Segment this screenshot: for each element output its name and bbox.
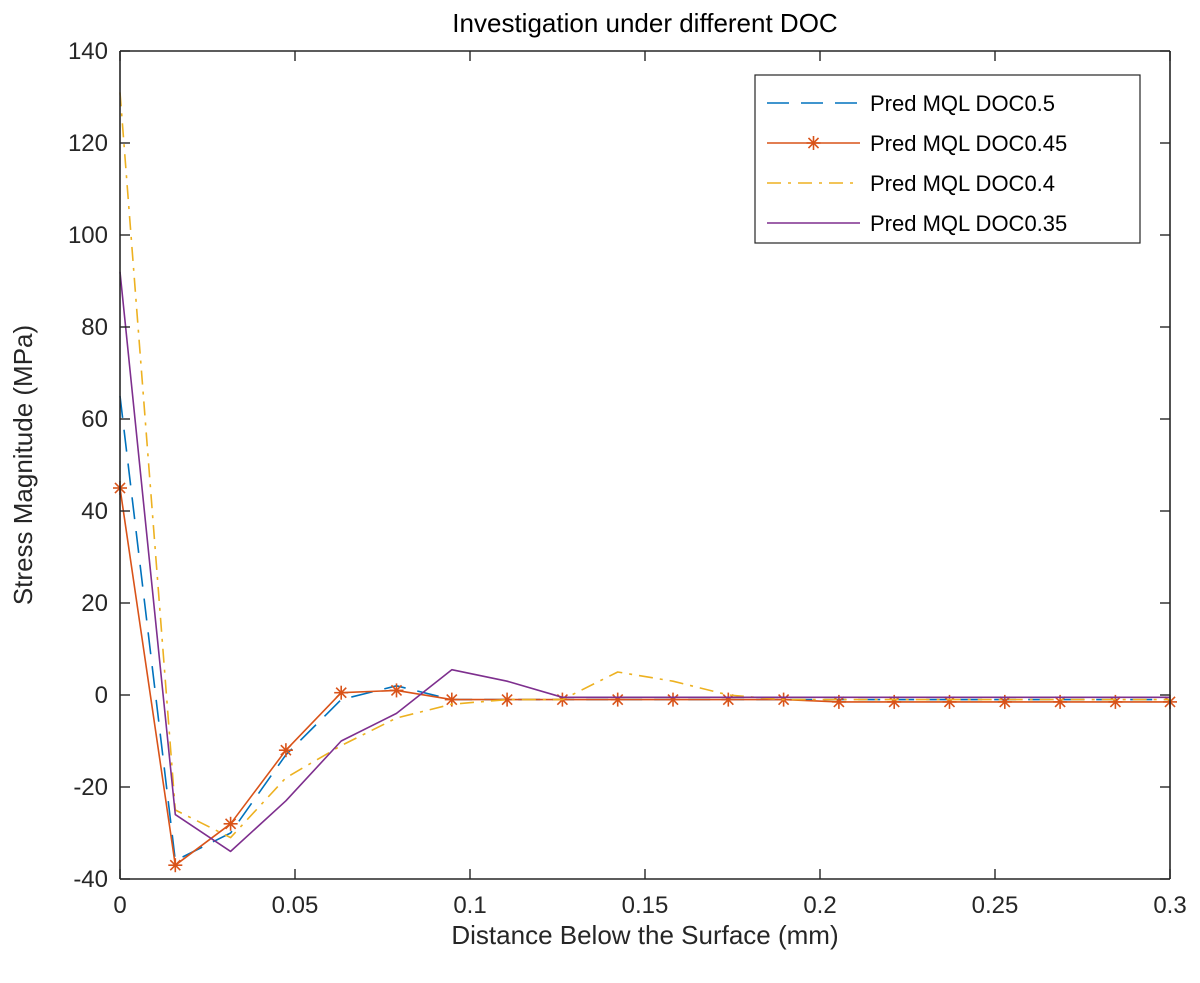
series-4 (119, 271, 1170, 853)
y-tick-label: 80 (81, 314, 108, 341)
star-marker (334, 685, 349, 700)
y-tick-label: -40 (73, 866, 108, 893)
x-tick-label: 0 (113, 892, 126, 919)
legend-item: Pred MQL DOC0.4 (767, 171, 1055, 196)
legend-item: Pred MQL DOC0.45 (767, 131, 1067, 156)
x-tick-label: 0.1 (453, 892, 486, 919)
legend-items: Pred MQL DOC0.5 Pred MQL DOC0.45 Pred MQL … (767, 91, 1067, 236)
legend-label: Pred MQL DOC0.5 (870, 91, 1055, 116)
series-3 (119, 92, 1170, 839)
y-tick-label: 40 (81, 498, 108, 525)
star-marker (610, 692, 625, 707)
y-tick-label: 100 (68, 222, 108, 249)
x-tick-label: 0.15 (622, 892, 669, 919)
legend-label: Pred MQL DOC0.35 (870, 211, 1067, 236)
legend: Pred MQL DOC0.5 Pred MQL DOC0.45 Pred MQL … (754, 74, 1141, 244)
legend-label: Pred MQL DOC0.45 (870, 131, 1067, 156)
star-marker (223, 816, 238, 831)
x-tick-label: 0.05 (272, 892, 319, 919)
series-1 (119, 395, 1170, 862)
series-layer (113, 92, 1177, 873)
star-marker (887, 694, 902, 709)
legend-label: Pred MQL DOC0.4 (870, 171, 1055, 196)
star-marker (666, 692, 680, 707)
star-marker (278, 743, 293, 758)
series-line (119, 395, 1170, 862)
x-axis-title: Distance Below the Surface (mm) (451, 920, 838, 950)
legend-star-marker (806, 136, 821, 150)
x-tick-label: 0.2 (803, 892, 836, 919)
legend-item: Pred MQL DOC0.5 (767, 91, 1055, 116)
x-tick-label: 0.3 (1153, 892, 1186, 919)
ticks-layer: 0 0.05 0.1 0.15 0.2 0.25 0.3 -40 -20 0 20 40 60 80 100… (68, 38, 1187, 919)
star-marker (1053, 694, 1068, 709)
y-axis-title: Stress Magnitude (MPa) (8, 325, 38, 605)
y-tick-label: 0 (95, 682, 108, 709)
star-marker (1108, 694, 1123, 709)
star-marker (389, 683, 404, 698)
star-marker (168, 858, 183, 873)
star-marker (721, 692, 736, 707)
y-tick-label: 140 (68, 38, 108, 65)
y-tick-label: 20 (81, 590, 108, 617)
series-line (119, 487, 1170, 867)
series-line (119, 271, 1170, 853)
chart-title: Investigation under different DOC (452, 8, 837, 38)
legend-item: Pred MQL DOC0.35 (767, 211, 1067, 236)
series-line (119, 92, 1170, 839)
y-tick-label: 120 (68, 130, 108, 157)
y-tick-label: 60 (81, 406, 108, 433)
star-marker (997, 694, 1012, 709)
x-tick-label: 0.25 (972, 892, 1019, 919)
y-tick-label: -20 (73, 774, 108, 801)
